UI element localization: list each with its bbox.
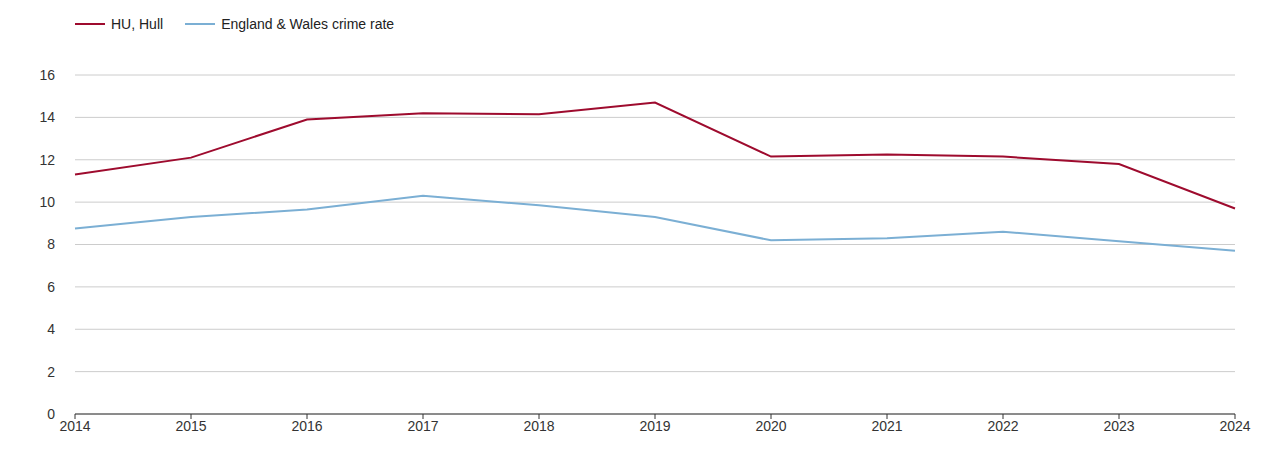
svg-text:2024: 2024 [1219, 418, 1250, 434]
svg-text:2023: 2023 [1103, 418, 1134, 434]
svg-text:2018: 2018 [523, 418, 554, 434]
svg-text:14: 14 [39, 109, 55, 125]
svg-text:2016: 2016 [291, 418, 322, 434]
svg-text:4: 4 [47, 321, 55, 337]
svg-text:2017: 2017 [407, 418, 438, 434]
svg-text:16: 16 [39, 67, 55, 83]
html-text:HU, Hull: HU, Hull [111, 16, 164, 32]
html-text:England & Wales crime rate: England & Wales crime rate [221, 16, 395, 32]
svg-text:2022: 2022 [987, 418, 1018, 434]
svg-text:6: 6 [47, 279, 55, 295]
svg-text:2: 2 [47, 364, 55, 380]
svg-text:2014: 2014 [59, 418, 90, 434]
svg-text:10: 10 [39, 194, 55, 210]
svg-text:2021: 2021 [871, 418, 902, 434]
svg-text:2020: 2020 [755, 418, 786, 434]
svg-text:2019: 2019 [639, 418, 670, 434]
svg-text:0: 0 [47, 406, 55, 422]
svg-text:8: 8 [47, 236, 55, 252]
svg-text:2015: 2015 [175, 418, 206, 434]
svg-text:12: 12 [39, 152, 55, 168]
